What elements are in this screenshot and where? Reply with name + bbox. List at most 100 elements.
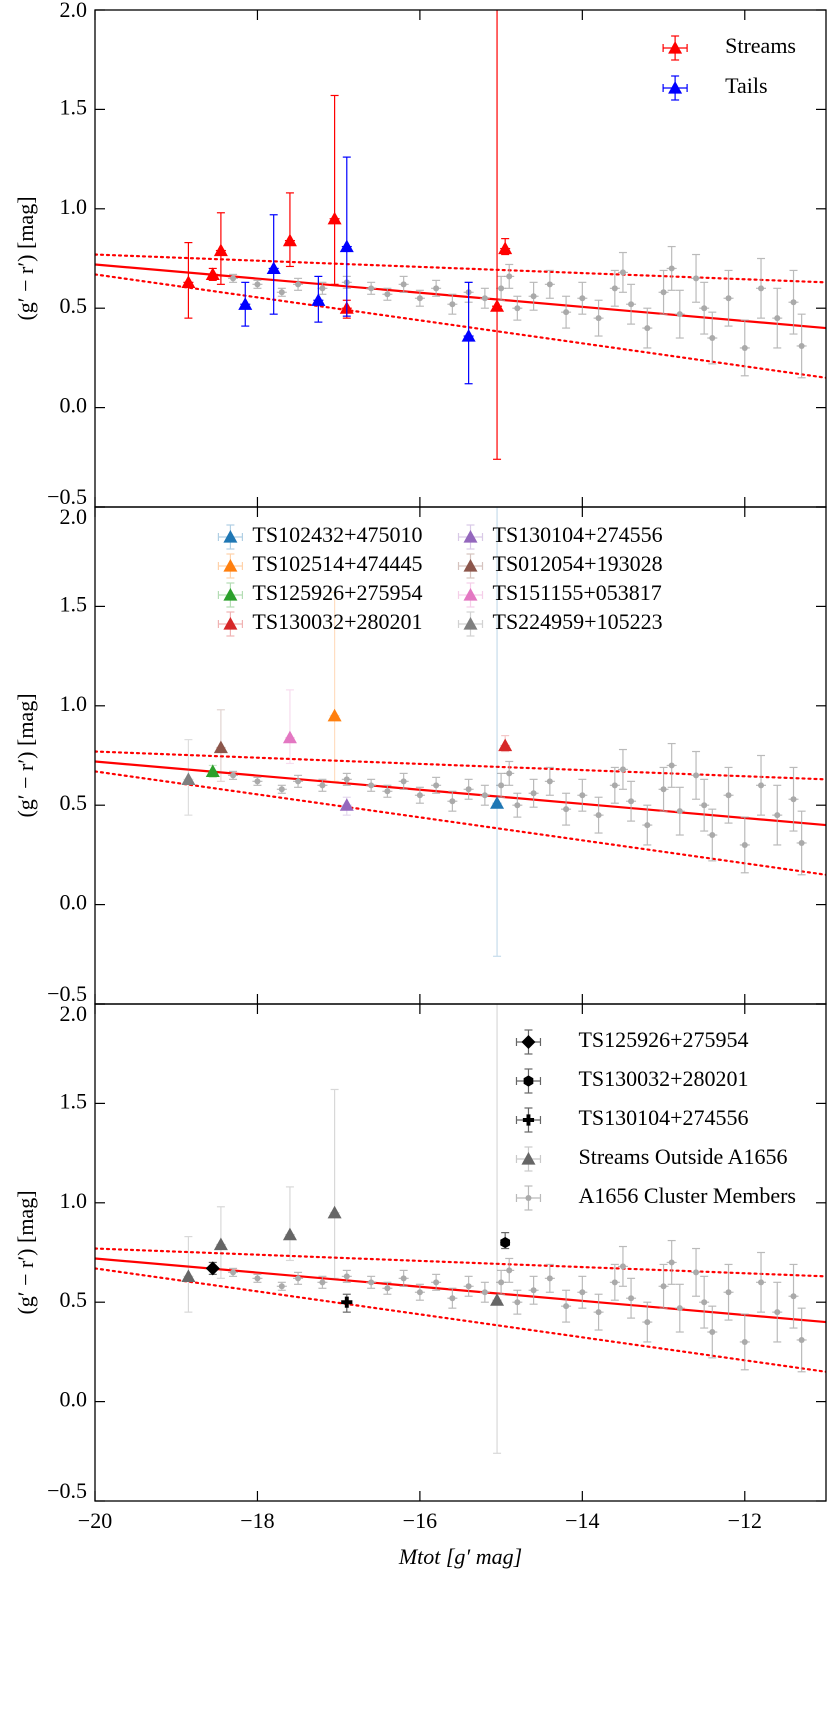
data-point — [693, 275, 700, 282]
data-point — [433, 285, 440, 292]
legend: Streams Tails — [662, 33, 796, 101]
data-point — [611, 285, 618, 292]
legend-label: TS125926+275954 — [578, 1027, 748, 1052]
legend-marker — [668, 41, 683, 54]
data-point — [693, 1269, 700, 1276]
data-point — [481, 792, 488, 799]
data-point — [709, 832, 716, 839]
y-tick-label: 0.0 — [60, 1387, 88, 1412]
data-point — [668, 265, 675, 272]
data-point — [514, 802, 521, 809]
legend-label: TS125926+275954 — [252, 580, 422, 605]
legend-marker — [463, 530, 478, 543]
data-point — [774, 1309, 781, 1316]
data-point — [416, 792, 423, 799]
data-point — [514, 305, 521, 312]
data-point — [500, 1236, 511, 1249]
data-point — [341, 1296, 353, 1308]
data-point — [668, 1259, 675, 1266]
error-bar — [492, 10, 503, 460]
y-axis-label: (g′ − r′) [mag] — [13, 196, 38, 320]
data-point — [490, 299, 505, 312]
data-point — [668, 762, 675, 769]
legend-label: TS102514+474445 — [252, 551, 422, 576]
data-point — [481, 1289, 488, 1296]
data-point — [498, 782, 505, 789]
data-point — [530, 293, 537, 300]
y-tick-label: 0.5 — [60, 293, 88, 318]
data-point — [465, 786, 472, 793]
data-point — [619, 269, 626, 276]
data-point — [368, 1279, 375, 1286]
data-point — [725, 1289, 732, 1296]
data-point — [530, 790, 537, 797]
data-point — [205, 1261, 220, 1276]
data-point — [311, 293, 326, 306]
data-point — [790, 1293, 797, 1300]
y-tick-label: 1.0 — [60, 194, 88, 219]
legend-marker — [521, 1152, 536, 1165]
data-point — [319, 285, 326, 292]
y-tick-label: 2.0 — [60, 504, 88, 529]
data-point — [774, 812, 781, 819]
data-point — [481, 295, 488, 302]
y-tick-label: 0.0 — [60, 393, 88, 418]
y-tick-label: −0.5 — [47, 1478, 87, 1503]
x-axis-label: Mtot [g′ mag] — [398, 1544, 522, 1569]
data-point — [725, 792, 732, 799]
data-point — [319, 1279, 326, 1286]
data-point — [546, 778, 553, 785]
data-point — [644, 822, 651, 829]
y-tick-label: 0.0 — [60, 890, 88, 915]
data-point — [181, 772, 196, 785]
data-point — [449, 301, 456, 308]
error-bar — [284, 689, 295, 765]
y-axis-label: (g′ − r′) [mag] — [13, 693, 38, 817]
data-point — [449, 1295, 456, 1302]
data-point — [368, 782, 375, 789]
data-point — [368, 285, 375, 292]
data-point — [790, 796, 797, 803]
error-bar — [329, 1088, 340, 1279]
data-point — [506, 770, 513, 777]
data-point — [758, 285, 765, 292]
data-point — [278, 786, 285, 793]
data-point — [709, 335, 716, 342]
data-point — [676, 1305, 683, 1312]
plot-area — [95, 507, 826, 957]
legend-label: TS130104+274556 — [578, 1105, 748, 1130]
data-point — [514, 1299, 521, 1306]
data-point — [798, 1336, 805, 1343]
data-point — [741, 841, 748, 848]
data-point — [595, 1309, 602, 1316]
x-tick-label: −20 — [78, 1508, 112, 1533]
data-point — [343, 776, 350, 783]
data-point — [741, 344, 748, 351]
data-point — [400, 1275, 407, 1282]
data-point — [181, 1269, 196, 1282]
data-point — [490, 796, 505, 809]
fit-line — [95, 273, 826, 379]
y-tick-label: 1.0 — [60, 691, 88, 716]
data-point — [611, 1279, 618, 1286]
legend-label: TS130032+280201 — [578, 1066, 748, 1091]
data-point — [660, 1283, 667, 1290]
legend: TS102432+475010 TS102514+474445 TS125926+2… — [217, 522, 663, 637]
data-point — [579, 295, 586, 302]
data-point — [278, 289, 285, 296]
data-point — [465, 1283, 472, 1290]
data-point — [384, 291, 391, 298]
data-point — [282, 730, 297, 744]
data-point — [490, 1293, 505, 1306]
y-axis-label: (g′ − r′) [mag] — [13, 1190, 38, 1314]
legend-marker — [525, 1195, 532, 1201]
data-point — [327, 211, 342, 225]
data-point — [579, 792, 586, 799]
data-point — [498, 1279, 505, 1286]
data-point — [676, 311, 683, 318]
data-point — [433, 782, 440, 789]
data-point — [563, 309, 570, 316]
data-point — [327, 1205, 342, 1219]
data-point — [660, 786, 667, 793]
